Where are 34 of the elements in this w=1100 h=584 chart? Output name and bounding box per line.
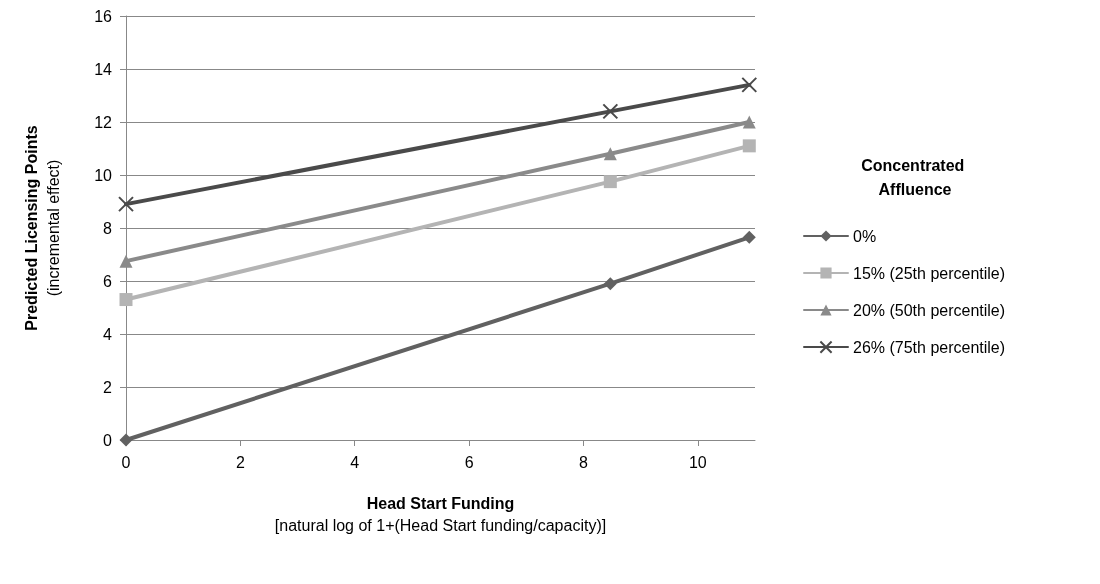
point [603,147,617,161]
y-tick-label: 8 [103,219,113,237]
legend-label: 0% [853,227,877,245]
y-tick-label: 12 [94,113,113,131]
x-tick-label: 6 [464,453,474,471]
point [119,293,133,307]
point [602,103,619,120]
point [119,433,133,447]
y-tick-label: 4 [103,325,113,343]
y-tick-label: 6 [103,272,113,290]
point [742,115,756,129]
legend-title: Concentrated Affluence [861,156,969,198]
point [741,76,758,93]
legend-label: 26% (75th percentile) [853,338,1006,356]
y-tick-label: 2 [103,378,113,396]
y-tick-label: 14 [94,60,113,78]
y-tick-label: 16 [94,7,113,25]
legend-label: 15% (25th percentile) [853,264,1006,282]
x-tick-label: 10 [688,453,707,471]
x-tick-label: 8 [579,453,588,471]
point [119,254,133,268]
point [118,196,134,213]
x-tick-label: 0 [121,453,131,471]
point [742,230,756,244]
point [603,175,617,189]
x-tick-label: 2 [235,453,245,471]
point [742,139,756,153]
x-tick-label: 4 [350,453,360,471]
y-tick-label: 0 [103,431,113,449]
legend-label: 20% (50th percentile) [853,301,1006,319]
point [603,277,617,291]
y-tick-label: 10 [94,166,113,184]
x-axis-title: Head Start Funding [natural log of 1+(Head Start funding/capacity)] [274,494,607,534]
y-axis-title: Predicted Licensing Points (incremental effect) [22,125,62,331]
